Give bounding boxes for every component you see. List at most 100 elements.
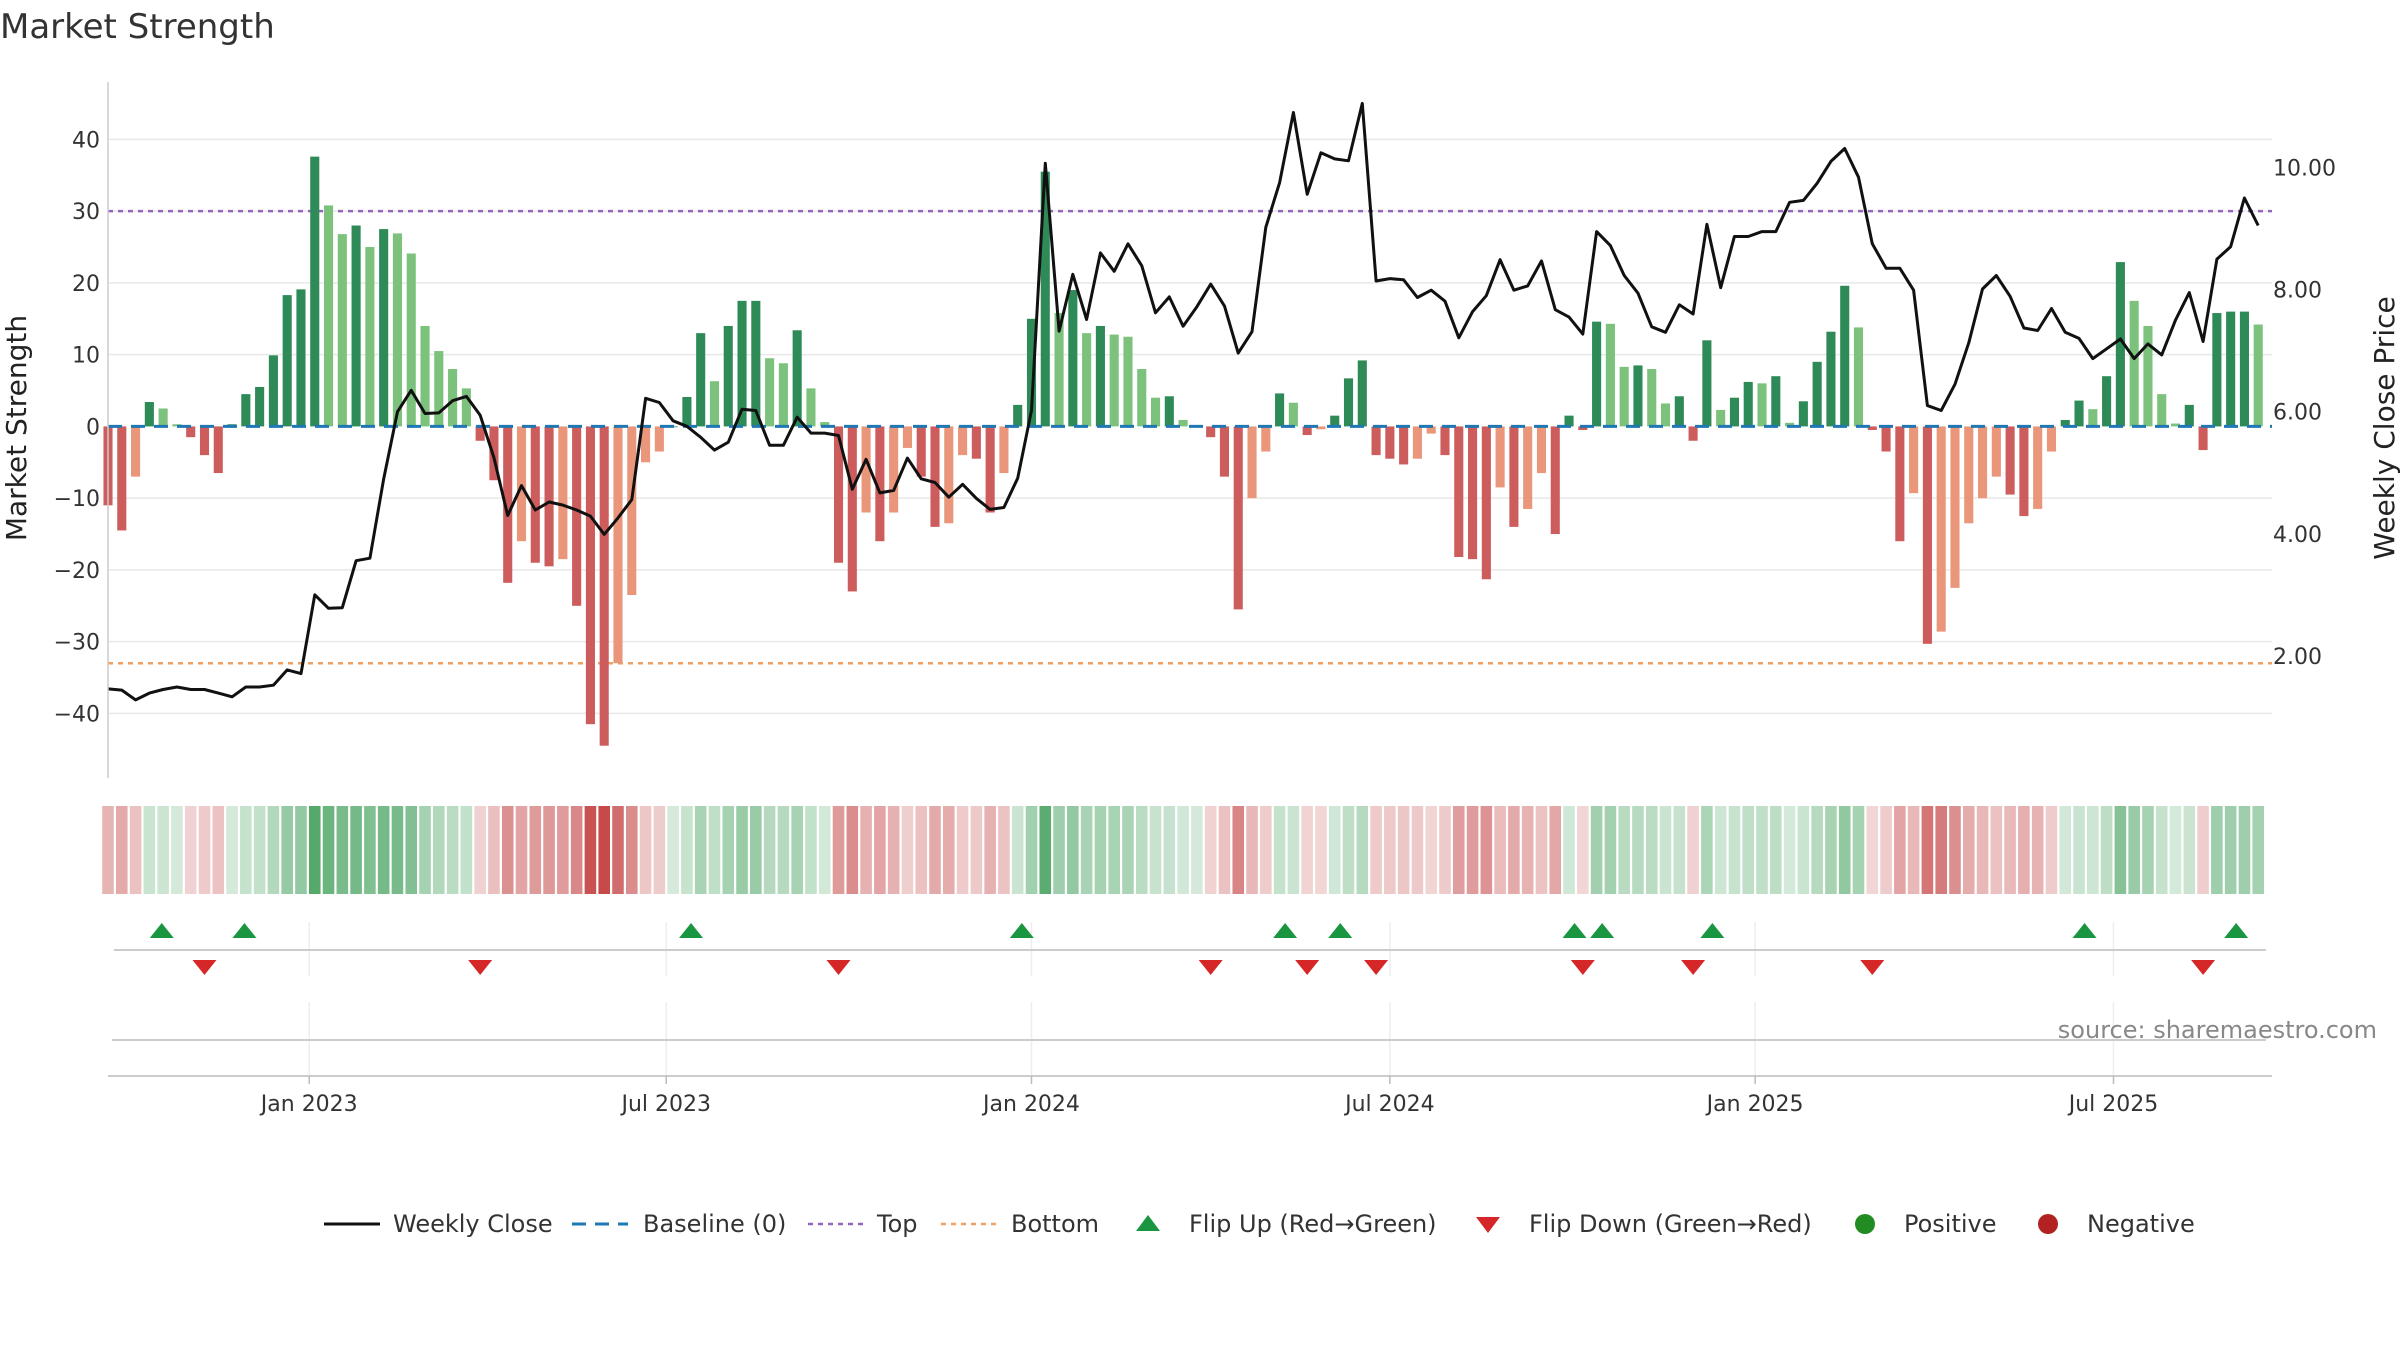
strip-cell xyxy=(1177,806,1189,894)
strip-cell xyxy=(1508,806,1520,894)
strip-cell xyxy=(584,806,597,894)
left-tick-label: −30 xyxy=(54,631,100,656)
strength-bar xyxy=(930,426,940,527)
strength-bar xyxy=(310,156,320,427)
strength-bar xyxy=(654,426,664,452)
strength-bar xyxy=(1330,415,1340,427)
strength-bar xyxy=(1316,426,1326,430)
strength-bar xyxy=(2129,300,2139,427)
strength-bar xyxy=(1895,426,1905,542)
legend: Weekly Close Baseline (0) Top Bottom Flip Up… xyxy=(324,1210,2195,1238)
strip-cell xyxy=(887,806,900,894)
strength-bar xyxy=(337,234,347,427)
strip-cell xyxy=(267,806,280,894)
strength-bar xyxy=(1026,318,1037,427)
strength-bar xyxy=(1743,381,1753,427)
strip-cell xyxy=(336,806,349,894)
strip-cell xyxy=(1549,806,1562,894)
strip-cell xyxy=(1563,806,1575,894)
legend-label: Flip Up (Red→Green) xyxy=(1189,1210,1437,1238)
strength-bar xyxy=(2157,394,2167,427)
strength-bar xyxy=(641,426,651,463)
strip-cell xyxy=(777,806,790,894)
strength-bar xyxy=(820,422,830,427)
strength-bar xyxy=(1040,171,1050,427)
x-tick-label: Jul 2025 xyxy=(2067,1092,2159,1117)
strip-cell xyxy=(171,806,183,894)
strength-bar xyxy=(144,402,154,427)
strength-bar xyxy=(406,253,416,427)
flip-up-marker xyxy=(1273,923,1298,938)
strip-cell xyxy=(2045,806,2058,894)
right-tick-label: 2.00 xyxy=(2273,645,2322,670)
strip-cell xyxy=(515,806,528,894)
flip-up-marker xyxy=(2072,923,2097,938)
strength-bar xyxy=(889,426,899,513)
strip-cell xyxy=(2238,806,2251,894)
legend-label: Flip Down (Green→Red) xyxy=(1529,1210,1812,1238)
strip-cell xyxy=(1687,806,1699,894)
strip-cell xyxy=(1039,806,1052,894)
left-tick-label: 20 xyxy=(72,272,100,297)
strip-cell xyxy=(1080,806,1093,894)
strip-cell xyxy=(970,806,983,894)
strength-bar xyxy=(2212,313,2222,427)
strip-cell xyxy=(1949,806,1961,894)
strip-cell xyxy=(1838,806,1851,894)
strip-cell xyxy=(1797,806,1810,894)
strength-bar xyxy=(1550,426,1560,535)
strength-bar xyxy=(792,330,802,427)
legend-flip-down-swatch xyxy=(1476,1217,1500,1233)
strength-bar xyxy=(1592,321,1602,427)
x-tick-label: Jul 2023 xyxy=(619,1092,711,1117)
strength-bar xyxy=(420,325,430,427)
left-tick-label: 30 xyxy=(72,200,100,225)
left-tick-label: 0 xyxy=(86,415,100,440)
x-axis: Jan 2023 Jul 2023 Jan 2024 Jul 2024 Jan 2025… xyxy=(259,1076,2158,1117)
strength-bar xyxy=(461,388,471,427)
strength-bar xyxy=(875,426,885,542)
strength-bar xyxy=(530,426,540,563)
strip-cell xyxy=(543,806,555,894)
legend-label: Negative xyxy=(2087,1210,2195,1238)
strength-bar xyxy=(1440,426,1450,456)
strip-cell xyxy=(694,806,707,894)
strength-bar xyxy=(1481,426,1491,580)
strip-cell xyxy=(639,806,652,894)
strength-bar xyxy=(1371,426,1381,456)
flip-down-marker xyxy=(1860,960,1885,975)
strip-cell xyxy=(102,806,114,894)
right-tick-label: 10.00 xyxy=(2273,156,2336,181)
strip-cell xyxy=(2169,806,2182,894)
strip-cell xyxy=(1342,806,1355,894)
left-axis-title: Market Strength xyxy=(0,315,33,541)
strength-bar xyxy=(1013,404,1023,427)
strength-bar xyxy=(2005,426,2015,495)
strength-bar xyxy=(323,205,334,427)
strength-bar xyxy=(2198,426,2208,451)
right-tick-label: 6.00 xyxy=(2273,401,2322,426)
strength-bar xyxy=(1206,426,1216,438)
strength-heat-strip xyxy=(102,806,2265,894)
strip-cell xyxy=(1425,806,1437,894)
strip-cell xyxy=(433,806,445,894)
strength-bar xyxy=(2102,376,2112,427)
strip-cell xyxy=(667,806,679,894)
left-tick-label: −40 xyxy=(54,702,100,727)
strip-cell xyxy=(157,806,169,894)
strip-cell xyxy=(2031,806,2044,894)
strength-bar xyxy=(599,426,609,746)
strip-cell xyxy=(901,806,914,894)
chart-title: Market Strength xyxy=(0,7,275,47)
strip-cell xyxy=(2142,806,2154,894)
strip-cell xyxy=(308,806,321,894)
strength-bar xyxy=(2074,400,2084,427)
strength-bar xyxy=(958,426,968,456)
strip-cell xyxy=(1521,806,1534,894)
strength-bar xyxy=(723,325,733,427)
flip-down-marker xyxy=(2191,960,2216,975)
strip-cell xyxy=(129,806,142,894)
strip-cell xyxy=(529,806,542,894)
flip-down-marker xyxy=(468,960,493,975)
